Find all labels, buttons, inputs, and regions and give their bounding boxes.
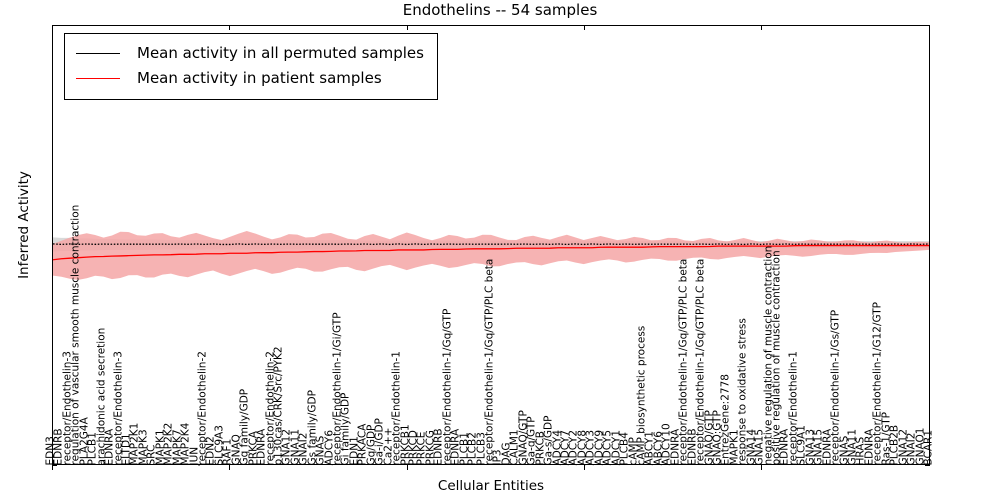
y-tick-mark: [52, 465, 57, 467]
x-tick-mark-top: [229, 25, 231, 30]
chart-legend: Mean activity in all permuted samples Mea…: [64, 33, 438, 100]
legend-label: Mean activity in patient samples: [137, 69, 382, 87]
x-tick-mark-top: [583, 25, 585, 30]
legend-entry: Mean activity in all permuted samples: [76, 41, 424, 66]
legend-line-swatch: [76, 53, 120, 54]
x-tick-label: BCAR1: [922, 429, 935, 465]
legend-line-swatch: [76, 78, 120, 79]
mean-activity-line: [53, 246, 929, 260]
mean-activity-line: [53, 244, 929, 245]
x-tick-mark-top: [406, 25, 408, 30]
x-tick-mark-top: [52, 25, 54, 30]
legend-entry: Mean activity in patient samples: [76, 66, 424, 91]
confidence-band: [53, 231, 929, 280]
x-tick-label: receptor/Endothelin-1/Gq/GTP/PLC beta: [483, 258, 496, 465]
x-tick-mark: [583, 465, 585, 470]
x-tick-mark: [52, 465, 54, 470]
y-tick-mark-right: [925, 465, 930, 467]
legend-label: Mean activity in all permuted samples: [137, 44, 424, 62]
x-tick-mark: [406, 465, 408, 470]
x-axis-label: Cellular Entities: [437, 478, 545, 494]
x-tick-mark: [761, 465, 763, 470]
x-tick-mark-top: [761, 25, 763, 30]
data-region: [53, 26, 929, 464]
series-svg: [53, 231, 929, 280]
chart-title: Endothelins -- 54 samples: [402, 1, 598, 19]
x-tick-mark: [229, 465, 231, 470]
